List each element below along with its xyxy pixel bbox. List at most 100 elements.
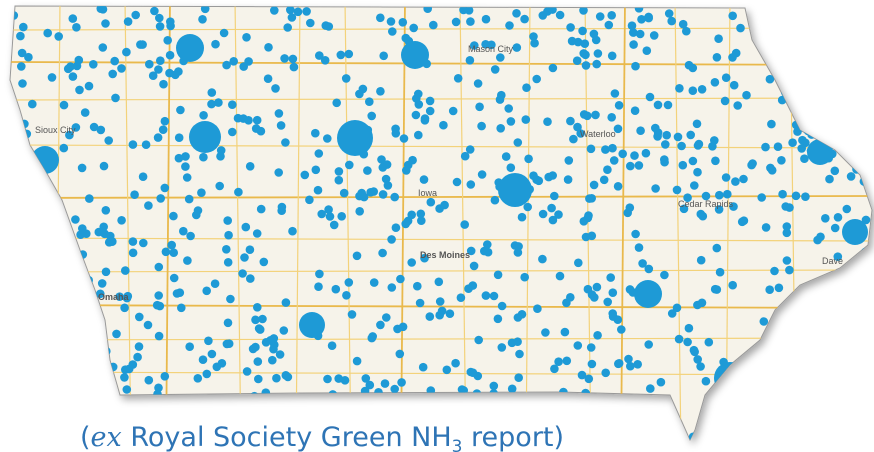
- site-dot: [809, 376, 819, 386]
- site-dot: [505, 21, 514, 30]
- site-dot: [158, 125, 168, 134]
- site-dot: [798, 340, 807, 350]
- site-dot: [344, 278, 354, 287]
- site-dot: [480, 246, 489, 256]
- site-dot: [115, 292, 124, 302]
- site-dot: [390, 384, 400, 394]
- site-dot: [286, 6, 295, 15]
- site-dot: [682, 26, 691, 36]
- site-dot: [728, 425, 737, 435]
- site-dot: [555, 271, 565, 281]
- site-dot: [809, 343, 819, 353]
- site-dot: [150, 6, 159, 16]
- site-dot: [520, 14, 529, 24]
- site-dot: [530, 38, 539, 48]
- site-dot: [460, 151, 470, 161]
- site-dot: [250, 391, 259, 401]
- site-dot: [579, 6, 588, 15]
- city-labels: Mason City Sioux City Waterloo Iowa Ceda…: [35, 44, 843, 302]
- site-dot: [841, 269, 850, 278]
- site-dot: [591, 35, 601, 45]
- site-dot: [120, 303, 129, 313]
- site-dot: [345, 160, 354, 170]
- site-dot: [24, 52, 33, 62]
- site-dot: [788, 352, 797, 361]
- site-dot: [798, 135, 807, 145]
- city-label: Iowa: [418, 188, 437, 198]
- site-dot: [435, 297, 445, 306]
- road: [10, 269, 872, 273]
- site-dot: [451, 17, 461, 27]
- site-dot: [268, 355, 277, 365]
- site-dot: [300, 170, 310, 180]
- site-dot: [391, 124, 400, 134]
- site-dot: [630, 106, 640, 115]
- site-dot: [591, 110, 600, 120]
- site-dot: [78, 224, 87, 233]
- site-dot: [806, 410, 815, 420]
- site-dot: [614, 359, 624, 368]
- site-dot: [548, 6, 557, 14]
- site-dot: [165, 68, 174, 78]
- site-dot: [167, 240, 176, 250]
- site-dot: [781, 202, 790, 211]
- site-dot: [302, 7, 311, 16]
- site-dot: [200, 6, 210, 14]
- site-dot: [169, 211, 178, 221]
- site-dot: [18, 79, 27, 88]
- site-dot: [65, 320, 75, 329]
- site-dot: [313, 185, 323, 195]
- site-dot: [108, 237, 117, 246]
- site-dot: [607, 414, 617, 424]
- site-dot: [368, 332, 378, 341]
- site-dot: [341, 74, 351, 83]
- site-dot: [712, 53, 722, 62]
- site-dot: [279, 326, 289, 335]
- site-dot: [397, 378, 406, 387]
- site-dot: [830, 56, 840, 66]
- site-dot: [327, 341, 337, 351]
- site-dot: [692, 119, 702, 129]
- site-dot: [550, 191, 559, 201]
- site-dot: [154, 383, 163, 393]
- site-dot: [603, 165, 612, 174]
- site-dot: [634, 161, 644, 170]
- site-dot: [696, 255, 706, 265]
- site-dot: [271, 84, 280, 93]
- site-dot: [269, 344, 278, 354]
- site-dot: [181, 162, 190, 171]
- site-dot: [117, 64, 126, 73]
- site-dot: [733, 101, 742, 110]
- site-dot: [720, 96, 730, 106]
- site-dot: [38, 338, 48, 347]
- site-dot: [44, 331, 54, 340]
- site-dot: [144, 201, 153, 210]
- site-dot: [84, 81, 94, 91]
- site-dot: [131, 10, 140, 20]
- site-dot: [586, 343, 596, 352]
- site-dot: [773, 142, 783, 151]
- site-dot: [177, 303, 186, 313]
- site-dot: [58, 281, 67, 291]
- site-dot: [710, 409, 720, 419]
- site-dot: [242, 367, 252, 376]
- site-dot: [608, 288, 618, 298]
- site-dot: [331, 407, 341, 417]
- site-dot: [490, 195, 500, 205]
- site-dot: [245, 245, 255, 254]
- site-dot: [686, 130, 695, 140]
- site-dot: [791, 191, 801, 201]
- site-dot: [711, 156, 720, 166]
- site-dot: [778, 189, 787, 199]
- site-dot: [604, 20, 614, 30]
- site-dot: [352, 356, 362, 366]
- site-dot: [253, 357, 263, 366]
- site-dot: [120, 373, 129, 382]
- site-dot: [712, 243, 722, 253]
- large-site: [634, 280, 662, 308]
- site-dot: [813, 235, 822, 245]
- site-dot: [460, 220, 470, 229]
- site-dot: [835, 348, 844, 358]
- site-dot: [555, 10, 565, 20]
